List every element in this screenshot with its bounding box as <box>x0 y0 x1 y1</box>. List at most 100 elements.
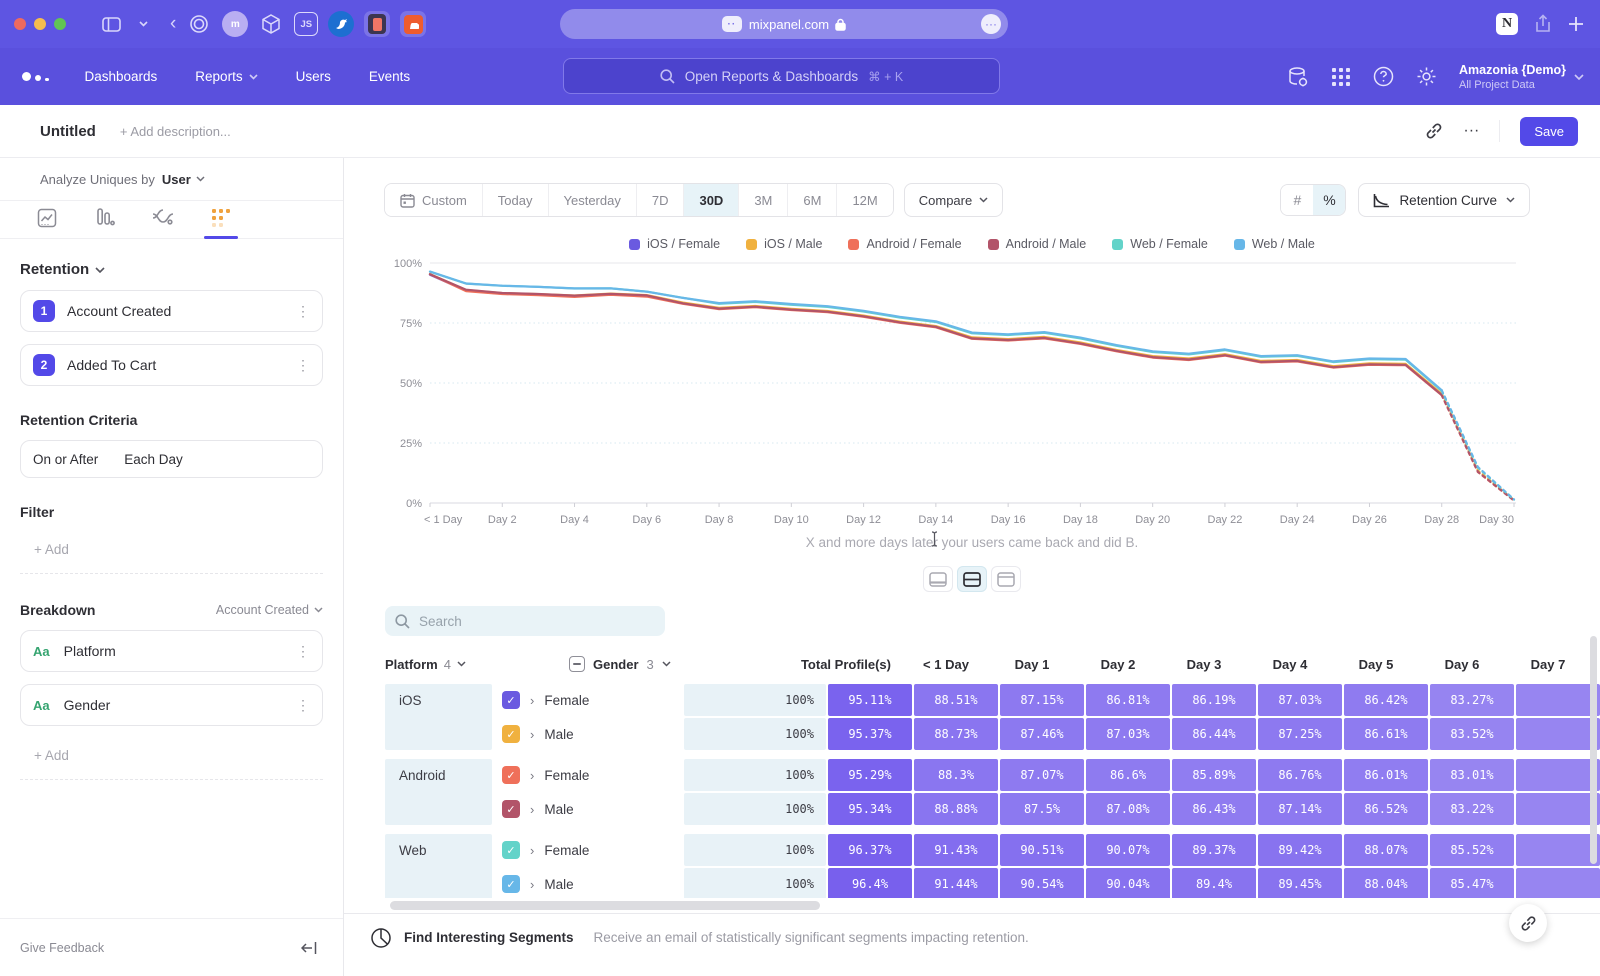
js-icon[interactable]: JS <box>294 12 318 36</box>
tab-funnels[interactable] <box>88 208 122 232</box>
series-checkbox[interactable]: ✓ <box>502 875 520 893</box>
cube-icon[interactable] <box>258 11 284 37</box>
share-icon[interactable] <box>1534 14 1552 34</box>
chart-type-dropdown[interactable]: Retention Curve <box>1358 183 1530 217</box>
nav-item-events[interactable]: Events <box>369 69 410 84</box>
retention-criteria-control[interactable]: On or After Each Day <box>20 440 323 478</box>
chart-only-toggle[interactable] <box>923 566 953 592</box>
range-button-30d[interactable]: 30D <box>684 184 739 216</box>
series-checkbox[interactable]: ✓ <box>502 725 520 743</box>
mixpanel-logo[interactable] <box>22 72 49 81</box>
tab-insights[interactable] <box>30 208 64 232</box>
maximize-window-button[interactable] <box>54 18 66 30</box>
legend-item[interactable]: iOS / Female <box>629 237 720 251</box>
close-window-button[interactable] <box>14 18 26 30</box>
table-search-input[interactable] <box>419 614 639 629</box>
back-button[interactable]: ‹ <box>170 13 176 35</box>
table-row[interactable]: ✓›Male100%96.4%91.44%90.54%90.04%89.4%89… <box>494 868 1600 898</box>
nav-item-reports[interactable]: Reports <box>195 69 257 84</box>
compare-button[interactable]: Compare <box>904 183 1003 217</box>
nav-item-users[interactable]: Users <box>296 69 331 84</box>
site-options-icon[interactable]: ··· <box>981 14 1001 34</box>
platform-cell[interactable]: Android <box>385 759 492 825</box>
series-checkbox[interactable]: ✓ <box>502 800 520 818</box>
legend-item[interactable]: Android / Female <box>848 237 961 251</box>
platform-column-header[interactable]: Platform4 <box>385 657 569 672</box>
table-row[interactable]: ✓›Female100%95.11%88.51%87.15%86.81%86.1… <box>494 684 1600 716</box>
platform-cell[interactable]: iOS <box>385 684 492 750</box>
save-button[interactable]: Save <box>1520 117 1578 146</box>
range-button-12m[interactable]: 12M <box>837 184 892 216</box>
bird-icon[interactable] <box>328 11 354 37</box>
persona-icon[interactable] <box>364 11 390 37</box>
data-management-icon[interactable] <box>1287 66 1309 88</box>
project-selector[interactable]: Amazonia {Demo} All Project Data <box>1459 63 1584 91</box>
global-search-button[interactable]: Open Reports & Dashboards ⌘ + K <box>563 58 1000 94</box>
breakdown-item-platform[interactable]: AaPlatform⋮ <box>20 630 323 672</box>
vertical-scrollbar[interactable] <box>1590 636 1597 864</box>
percent-toggle-button[interactable]: % <box>1313 185 1345 215</box>
kebab-menu-icon[interactable]: ⋮ <box>296 643 310 660</box>
collapse-sidebar-icon[interactable] <box>301 941 317 955</box>
table-only-toggle[interactable] <box>991 566 1021 592</box>
sidebar-toggle-icon[interactable] <box>102 17 121 32</box>
tab-retention[interactable] <box>204 208 238 232</box>
select-all-checkbox[interactable] <box>569 656 585 672</box>
table-row[interactable]: ✓›Female100%95.29%88.3%87.07%86.6%85.89%… <box>494 759 1600 791</box>
legend-item[interactable]: Android / Male <box>988 237 1087 251</box>
count-toggle-button[interactable]: # <box>1281 185 1313 215</box>
expand-row-icon[interactable]: › <box>530 727 534 742</box>
segments-title[interactable]: Find Interesting Segments <box>404 930 574 945</box>
range-button-yesterday[interactable]: Yesterday <box>549 184 637 216</box>
legend-item[interactable]: iOS / Male <box>746 237 822 251</box>
range-button-custom[interactable]: Custom <box>385 184 483 216</box>
horizontal-scrollbar[interactable] <box>390 901 820 910</box>
add-description-field[interactable]: + Add description... <box>120 124 231 139</box>
nav-item-dashboards[interactable]: Dashboards <box>85 69 158 84</box>
expand-row-icon[interactable]: › <box>530 843 534 858</box>
help-icon[interactable] <box>1373 66 1394 87</box>
table-row[interactable]: ✓›Male100%95.37%88.73%87.46%87.03%86.44%… <box>494 718 1600 750</box>
apps-grid-icon[interactable] <box>1331 67 1351 87</box>
retention-step-1[interactable]: 1Account Created⋮ <box>20 290 323 332</box>
breakdown-scope-dropdown[interactable]: Account Created <box>216 603 323 617</box>
minimize-window-button[interactable] <box>34 18 46 30</box>
table-row[interactable]: ✓›Male100%95.34%88.88%87.5%87.08%86.43%8… <box>494 793 1600 825</box>
range-button-6m[interactable]: 6M <box>788 184 837 216</box>
address-bar[interactable]: ·· mixpanel.com ··· <box>560 9 1008 39</box>
kebab-menu-icon[interactable]: ⋮ <box>296 697 310 714</box>
series-checkbox[interactable]: ✓ <box>502 841 520 859</box>
criteria-bound[interactable]: On or After <box>33 452 98 467</box>
breakdown-add-button[interactable]: + Add <box>20 738 323 780</box>
more-options-button[interactable]: ··· <box>1463 122 1479 140</box>
criteria-interval[interactable]: Each Day <box>124 452 183 467</box>
give-feedback-link[interactable]: Give Feedback <box>20 941 301 955</box>
breakdown-item-gender[interactable]: AaGender⋮ <box>20 684 323 726</box>
expand-row-icon[interactable]: › <box>530 802 534 817</box>
copy-link-button[interactable] <box>1425 122 1443 140</box>
range-button-7d[interactable]: 7D <box>637 184 685 216</box>
share-link-fab[interactable] <box>1509 904 1547 942</box>
table-search[interactable] <box>385 606 665 636</box>
filter-add-button[interactable]: + Add <box>20 532 323 574</box>
retention-section-header[interactable]: Retention <box>20 261 343 278</box>
new-tab-icon[interactable] <box>1568 16 1584 32</box>
split-view-toggle[interactable] <box>957 566 987 592</box>
kebab-menu-icon[interactable]: ⋮ <box>296 303 310 320</box>
target-icon[interactable] <box>186 11 212 37</box>
settings-gear-icon[interactable] <box>1416 66 1437 87</box>
retention-step-2[interactable]: 2Added To Cart⋮ <box>20 344 323 386</box>
tab-flows[interactable] <box>146 209 180 231</box>
range-button-today[interactable]: Today <box>483 184 549 216</box>
expand-row-icon[interactable]: › <box>530 693 534 708</box>
expand-row-icon[interactable]: › <box>530 768 534 783</box>
soundcloud-icon[interactable] <box>400 11 426 37</box>
avatar-m-icon[interactable]: m <box>222 11 248 37</box>
table-row[interactable]: ✓›Female100%96.37%91.43%90.51%90.07%89.3… <box>494 834 1600 866</box>
notion-extension-icon[interactable]: N <box>1496 13 1518 35</box>
legend-item[interactable]: Web / Female <box>1112 237 1208 251</box>
expand-row-icon[interactable]: › <box>530 877 534 892</box>
report-title[interactable]: Untitled <box>40 123 96 140</box>
chevron-down-icon[interactable] <box>139 21 148 27</box>
kebab-menu-icon[interactable]: ⋮ <box>296 357 310 374</box>
